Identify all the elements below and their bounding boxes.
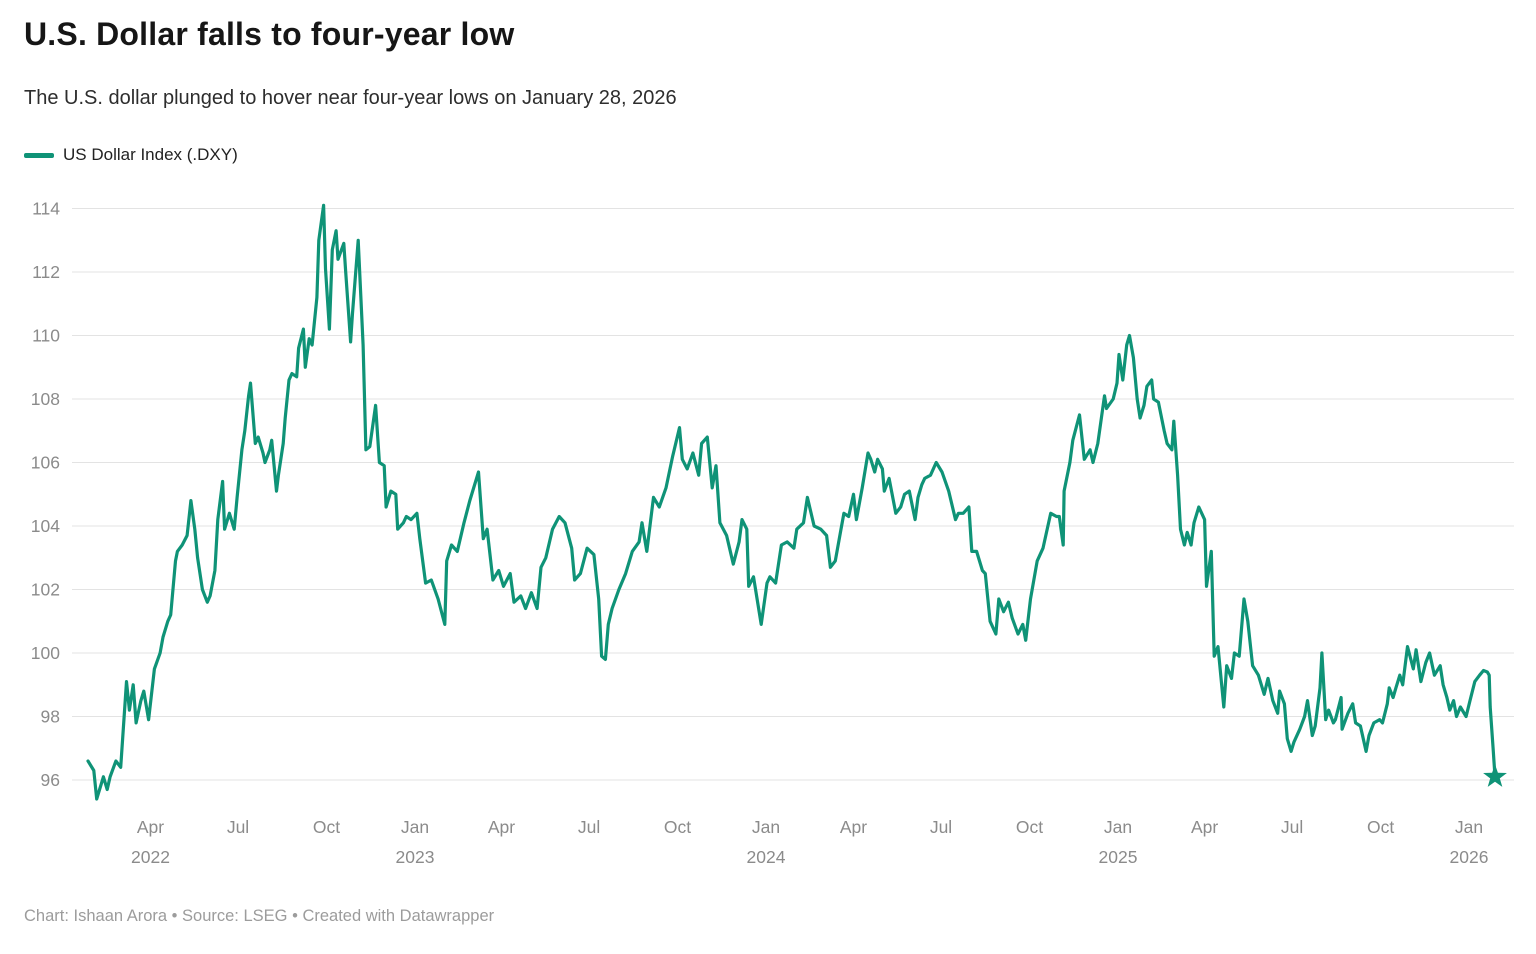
y-tick-label-108: 108 [31,389,60,409]
chart-credit: Chart: Ishaan Arora • Source: LSEG • Cre… [24,907,495,925]
x-tick-year-label: 2022 [131,847,170,867]
y-tick-label-114: 114 [32,199,60,219]
legend-line-swatch [24,152,54,158]
y-tick-label-98: 98 [41,707,60,727]
x-tick-label: Jul [930,817,952,837]
x-tick-label: Jul [227,817,249,837]
x-tick-year-label: 2026 [1450,847,1489,867]
y-tick-label-96: 96 [41,770,60,790]
legend-series-label: US Dollar Index (.DXY) [63,145,238,164]
x-tick-label: Apr [488,817,515,837]
chart-legend: US Dollar Index (.DXY) [24,145,238,165]
page-title: U.S. Dollar falls to four-year low [24,16,515,52]
x-tick-label: Jul [578,817,600,837]
x-tick-label: Oct [664,817,691,837]
x-tick-label: Apr [840,817,867,837]
y-tick-label-112: 112 [32,262,60,282]
x-tick-label: Oct [1367,817,1394,837]
endpoint-star-marker [1483,764,1507,787]
x-tick-label: Jan [752,817,780,837]
y-tick-label-102: 102 [31,580,60,600]
chart-subtitle: The U.S. dollar plunged to hover near fo… [24,87,677,109]
x-tick-label: Jul [1281,817,1303,837]
x-tick-year-label: 2024 [747,847,786,867]
x-tick-label: Jan [1455,817,1483,837]
x-tick-label: Apr [1191,817,1218,837]
dxy-line-series [86,203,1497,801]
x-tick-label: Apr [137,817,164,837]
y-tick-label-100: 100 [31,643,60,663]
y-tick-label-104: 104 [31,516,60,536]
x-tick-label: Jan [1104,817,1132,837]
x-tick-label: Jan [401,817,429,837]
x-tick-year-label: 2025 [1099,847,1138,867]
x-tick-label: Oct [313,817,340,837]
y-tick-label-106: 106 [31,453,60,473]
x-tick-label: Oct [1016,817,1043,837]
x-tick-year-label: 2023 [396,847,435,867]
y-tick-label-110: 110 [32,326,60,346]
